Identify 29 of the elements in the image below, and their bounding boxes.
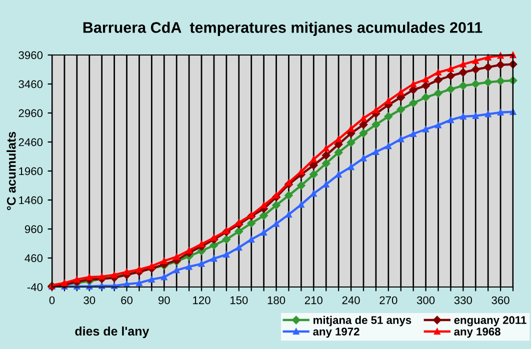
x-tick-label: 210 [304, 296, 322, 304]
y-tick-label: 1460 [19, 196, 43, 204]
x-tick-label: 330 [454, 296, 472, 304]
y-tick-label: 2960 [18, 109, 43, 118]
y-axis-title: °C acumulats [6, 132, 16, 210]
x-tick-label: 300 [416, 296, 435, 304]
legend-label: any 1972 [313, 328, 360, 338]
y-tick-label: 1960 [19, 167, 43, 176]
x-axis-title: dies de l'any [75, 326, 150, 338]
x-tick-label: 120 [193, 296, 210, 304]
y-tick-label: 460 [24, 254, 43, 262]
y-tick-label: 3460 [18, 80, 43, 88]
legend-label: any 1968 [454, 328, 500, 338]
y-tick-label: 960 [24, 225, 43, 234]
x-tick-label: 60 [121, 296, 132, 304]
x-tick-label: 30 [84, 296, 96, 304]
chart-title: Barruera CdA temperatures mitjanes acumulades 2011 [83, 22, 482, 36]
legend-label: enguany 2011 [454, 316, 526, 326]
x-tick-label: 150 [230, 296, 248, 304]
x-tick-label: 90 [158, 296, 170, 304]
y-tick-label: 3960 [18, 51, 43, 60]
x-tick-label: 0 [49, 296, 55, 304]
x-tick-label: 240 [342, 296, 360, 304]
x-tick-label: 180 [268, 296, 286, 304]
x-tick-label: 360 [492, 296, 510, 304]
x-tick-label: 270 [380, 296, 398, 304]
y-tick-label: -40 [27, 283, 43, 292]
y-tick-label: 2460 [18, 138, 43, 146]
legend-label: mitjana de 51 anys [314, 316, 412, 326]
